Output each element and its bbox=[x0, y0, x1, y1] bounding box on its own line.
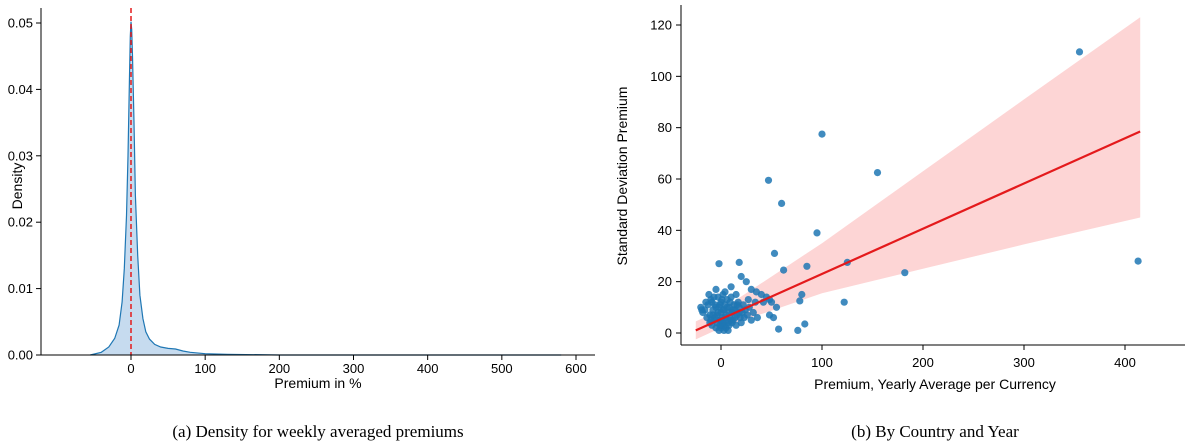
scatter-point bbox=[798, 290, 806, 299]
scatter-point bbox=[715, 260, 723, 268]
x-axis-label: Premium, Yearly Average per Currency bbox=[814, 376, 1056, 392]
scatter-point bbox=[718, 296, 726, 304]
scatter-point bbox=[710, 293, 718, 301]
x-tick-label: 300 bbox=[343, 361, 365, 376]
scatter-point bbox=[796, 297, 804, 305]
scatter-point bbox=[727, 283, 735, 291]
x-tick-label: 200 bbox=[912, 355, 934, 370]
scatter-point bbox=[753, 314, 762, 322]
scatter-point bbox=[712, 285, 720, 293]
confidence-band bbox=[695, 17, 1141, 340]
scatter-point bbox=[737, 272, 745, 281]
scatter-point bbox=[801, 320, 809, 328]
scatter-point bbox=[818, 130, 826, 138]
scatter-point bbox=[767, 298, 776, 306]
scatter-point bbox=[726, 298, 734, 306]
scatter-point bbox=[778, 199, 786, 207]
y-tick-label: 80 bbox=[658, 120, 672, 135]
y-tick-label: 0.05 bbox=[8, 16, 33, 31]
scatter-point bbox=[740, 314, 748, 322]
scatter-point bbox=[794, 326, 802, 334]
scatter-point bbox=[698, 306, 706, 314]
scatter-point bbox=[721, 288, 729, 296]
x-tick-label: 100 bbox=[811, 355, 833, 370]
caption-b: (b) By Country and Year bbox=[851, 422, 1019, 441]
y-axis-label: Standard Deviation Premium bbox=[614, 87, 630, 266]
x-tick-label: 300 bbox=[1013, 355, 1035, 370]
scatter-point bbox=[840, 298, 848, 306]
density-area bbox=[90, 21, 562, 355]
scatter-point bbox=[780, 266, 788, 274]
x-tick-label: 600 bbox=[565, 361, 587, 376]
regression-line bbox=[695, 130, 1141, 332]
y-tick-label: 0.03 bbox=[8, 148, 33, 163]
scatter-point bbox=[749, 308, 757, 317]
caption-a: (a) Density for weekly averaged premiums bbox=[172, 422, 463, 441]
scatter-point bbox=[764, 176, 773, 184]
scatter-point bbox=[747, 316, 755, 324]
scatter-point bbox=[873, 169, 882, 177]
y-tick-label: 60 bbox=[658, 172, 672, 187]
y-tick-label: 0.04 bbox=[8, 82, 33, 97]
scatter-point bbox=[901, 269, 909, 277]
y-tick-label: 100 bbox=[650, 69, 672, 84]
density-line bbox=[90, 21, 562, 356]
scatter-point bbox=[742, 278, 750, 286]
y-tick-label: 0 bbox=[665, 326, 672, 341]
scatter-point bbox=[735, 258, 743, 266]
scatter-point bbox=[1134, 257, 1142, 265]
y-tick-label: 0.00 bbox=[8, 348, 33, 363]
x-tick-label: 100 bbox=[194, 361, 216, 376]
x-tick-label: 200 bbox=[268, 361, 290, 376]
x-tick-label: 400 bbox=[1114, 355, 1136, 370]
scatter-point bbox=[744, 296, 752, 304]
x-tick-label: 0 bbox=[127, 361, 134, 376]
y-tick-label: 0.02 bbox=[8, 215, 33, 230]
scatter-point bbox=[772, 303, 781, 311]
scatter-point bbox=[1075, 48, 1084, 56]
y-tick-label: 20 bbox=[658, 274, 672, 289]
y-axis-label: Density bbox=[9, 163, 25, 210]
x-tick-label: 400 bbox=[417, 361, 439, 376]
y-tick-label: 40 bbox=[658, 223, 672, 238]
x-tick-label: 0 bbox=[717, 355, 724, 370]
y-tick-label: 0.01 bbox=[8, 281, 33, 296]
y-tick-label: 120 bbox=[650, 18, 672, 33]
scatter-point bbox=[733, 301, 741, 309]
x-tick-label: 500 bbox=[491, 361, 513, 376]
scatter-point bbox=[803, 262, 811, 270]
scatter-point bbox=[727, 316, 735, 324]
scatter-point bbox=[775, 325, 783, 333]
scatter-point bbox=[813, 229, 821, 237]
scatter-point bbox=[770, 249, 779, 257]
scatter-point bbox=[729, 306, 737, 314]
density-chart: 0 100 200 300 400 500 600 0.00 0.01 0.02 0.03 0.04 0… bbox=[8, 8, 595, 441]
scatter-point bbox=[765, 311, 774, 319]
scatter-chart: 0 100 200 300 400 0 20 40 60 80 100 120 Premium, Ye… bbox=[614, 5, 1185, 441]
x-axis-label: Premium in % bbox=[274, 375, 361, 391]
